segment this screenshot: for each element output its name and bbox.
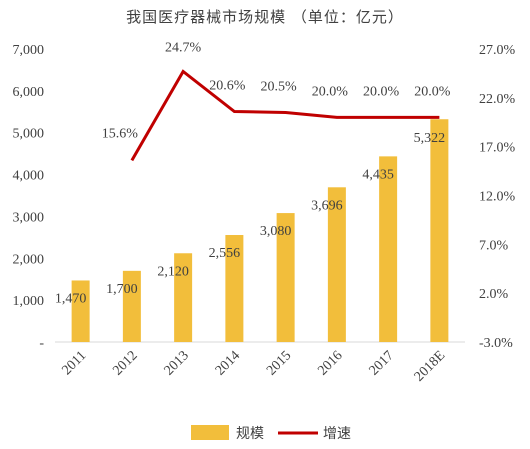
y-left-tick-label: 3,000 <box>13 210 45 225</box>
x-tick-label: 2012 <box>110 348 140 378</box>
y-right-tick-label: 27.0% <box>479 43 516 58</box>
x-tick-label: 2014 <box>213 348 243 378</box>
line-data-label: 20.0% <box>312 84 349 99</box>
line-data-label: 20.0% <box>363 84 400 99</box>
bar <box>225 235 244 342</box>
y-right-tick-label: 2.0% <box>479 287 509 302</box>
x-tick-label: 2015 <box>264 348 294 378</box>
y-left-tick-label: 4,000 <box>13 169 45 184</box>
legend-label-line: 增速 <box>323 426 351 442</box>
y-left-tick-label: 7,000 <box>13 43 45 58</box>
bar <box>71 280 90 342</box>
x-tick-label: 2011 <box>59 348 89 378</box>
y-left-tick-label: 1,000 <box>13 294 45 309</box>
line-data-label: 20.5% <box>261 79 298 94</box>
y-right-tick-label: -3.0% <box>479 336 513 351</box>
line-data-label: 15.6% <box>102 126 139 141</box>
bar <box>122 270 141 342</box>
bar-data-label: 4,435 <box>362 167 394 182</box>
y-left-tick-label: 6,000 <box>13 85 45 100</box>
line-data-label: 24.7% <box>165 40 202 55</box>
legend-swatch-bar <box>191 425 229 440</box>
chart-title: 我国医疗器械市场规模 （单位：亿元） <box>126 8 404 26</box>
bar <box>379 156 398 342</box>
y-right-tick-label: 22.0% <box>479 92 516 107</box>
growth-line <box>130 69 440 162</box>
line-data-label: 20.0% <box>414 84 451 99</box>
bar-data-label: 3,696 <box>311 198 343 213</box>
x-tick-label: 2017 <box>367 348 397 378</box>
bar <box>327 187 346 342</box>
line-data-label: 20.6% <box>209 79 246 94</box>
bar-data-label: 5,322 <box>414 131 446 146</box>
bar <box>430 119 449 342</box>
bar-data-label: 1,470 <box>55 291 87 306</box>
y-left-tick-label: 2,000 <box>13 252 45 267</box>
bar-data-label: 2,556 <box>209 246 241 261</box>
x-tick-label: 2013 <box>162 348 192 378</box>
bar-data-label: 3,080 <box>260 224 292 239</box>
bar-data-label: 1,700 <box>106 282 138 297</box>
y-left-tick-label: 5,000 <box>13 127 45 142</box>
y-right-tick-label: 7.0% <box>479 238 509 253</box>
x-tick-label: 2018E <box>412 348 448 384</box>
y-right-tick-label: 17.0% <box>479 141 516 156</box>
y-right-tick-label: 12.0% <box>479 190 516 205</box>
bar <box>276 213 295 342</box>
bar <box>174 253 193 342</box>
legend-label-bar: 规模 <box>236 426 264 442</box>
y-left-tick-label: - <box>39 336 44 351</box>
bar-data-label: 2,120 <box>157 264 189 279</box>
x-tick-label: 2016 <box>315 348 345 378</box>
